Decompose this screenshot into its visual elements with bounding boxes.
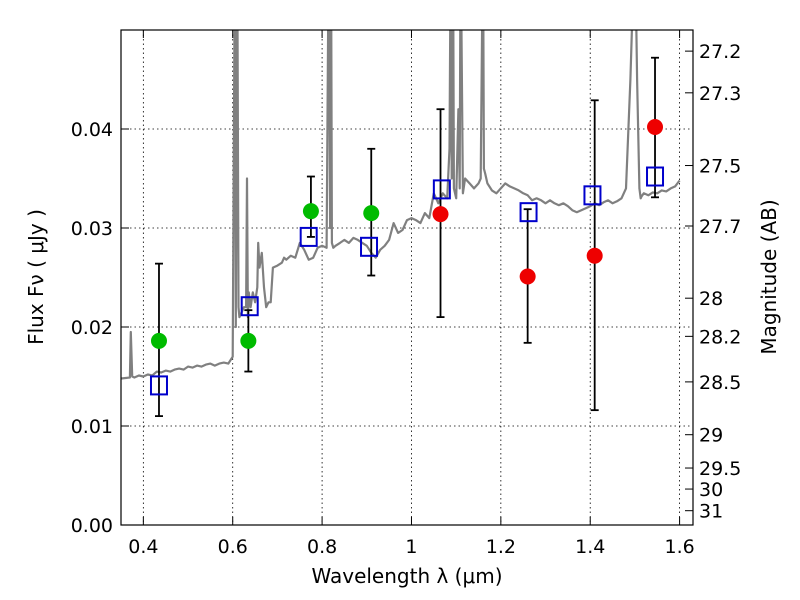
y-tick-label: 0.00 [71,515,113,537]
x-axis-ticks: 0.4 0.6 0.8 1 1.2 1.4 1.6 [128,30,695,558]
mag-tick-label: 28.5 [699,372,741,394]
mag-tick-label: 28.2 [699,326,741,348]
data-point-square [646,166,665,187]
data-point [240,332,257,349]
data-point-square [432,179,451,200]
y2-axis-label: Magnitude (AB) [757,199,781,354]
data-point [519,268,536,285]
data-point [150,332,167,349]
data-point-square [519,202,538,223]
y-tick-label: 0.03 [71,218,113,240]
x-tick-label: 0.6 [218,536,248,558]
data-point-square [583,185,602,206]
error-bars [154,56,660,418]
y-tick-label: 0.02 [71,317,113,339]
x-tick-label: 1.4 [575,536,605,558]
x-tick-label: 0.4 [128,536,158,558]
mag-tick-label: 27.2 [699,41,741,63]
data-point [302,203,319,220]
data-point-square [240,296,259,317]
model-spectrum [121,30,681,380]
data-point-square [299,226,318,247]
mag-tick-label: 29 [699,425,723,447]
x-tick-label: 1.6 [664,536,694,558]
mag-tick-label: 27.7 [699,216,741,238]
data-point [363,205,380,222]
mag-tick-label: 28 [699,288,723,310]
grid-lines [121,30,693,525]
spectrum-line [121,30,681,380]
data-point [586,247,603,264]
y-axis-label: Flux Fν ( μJy ) [24,209,48,345]
x-tick-label: 1 [405,536,417,558]
data-point [647,119,664,136]
y-tick-label: 0.01 [71,416,113,438]
x-tick-label: 0.8 [307,536,337,558]
plot-frame [120,29,694,526]
data-markers [149,119,665,396]
x-tick-label: 1.2 [486,536,516,558]
mag-tick-label: 27.5 [699,156,741,178]
mag-tick-label: 30 [699,479,723,501]
mag-tick-label: 27.3 [699,83,741,105]
data-point-square [360,236,379,257]
data-point [432,206,449,223]
y-axis-ticks: 0.00 0.01 0.02 0.03 0.04 [71,119,129,537]
mag-tick-label: 31 [699,501,723,523]
y-tick-label: 0.04 [71,119,113,141]
data-point-square [149,375,168,396]
x-axis-label: Wavelength λ (μm) [311,564,502,588]
mag-tick-label: 29.5 [699,458,741,480]
